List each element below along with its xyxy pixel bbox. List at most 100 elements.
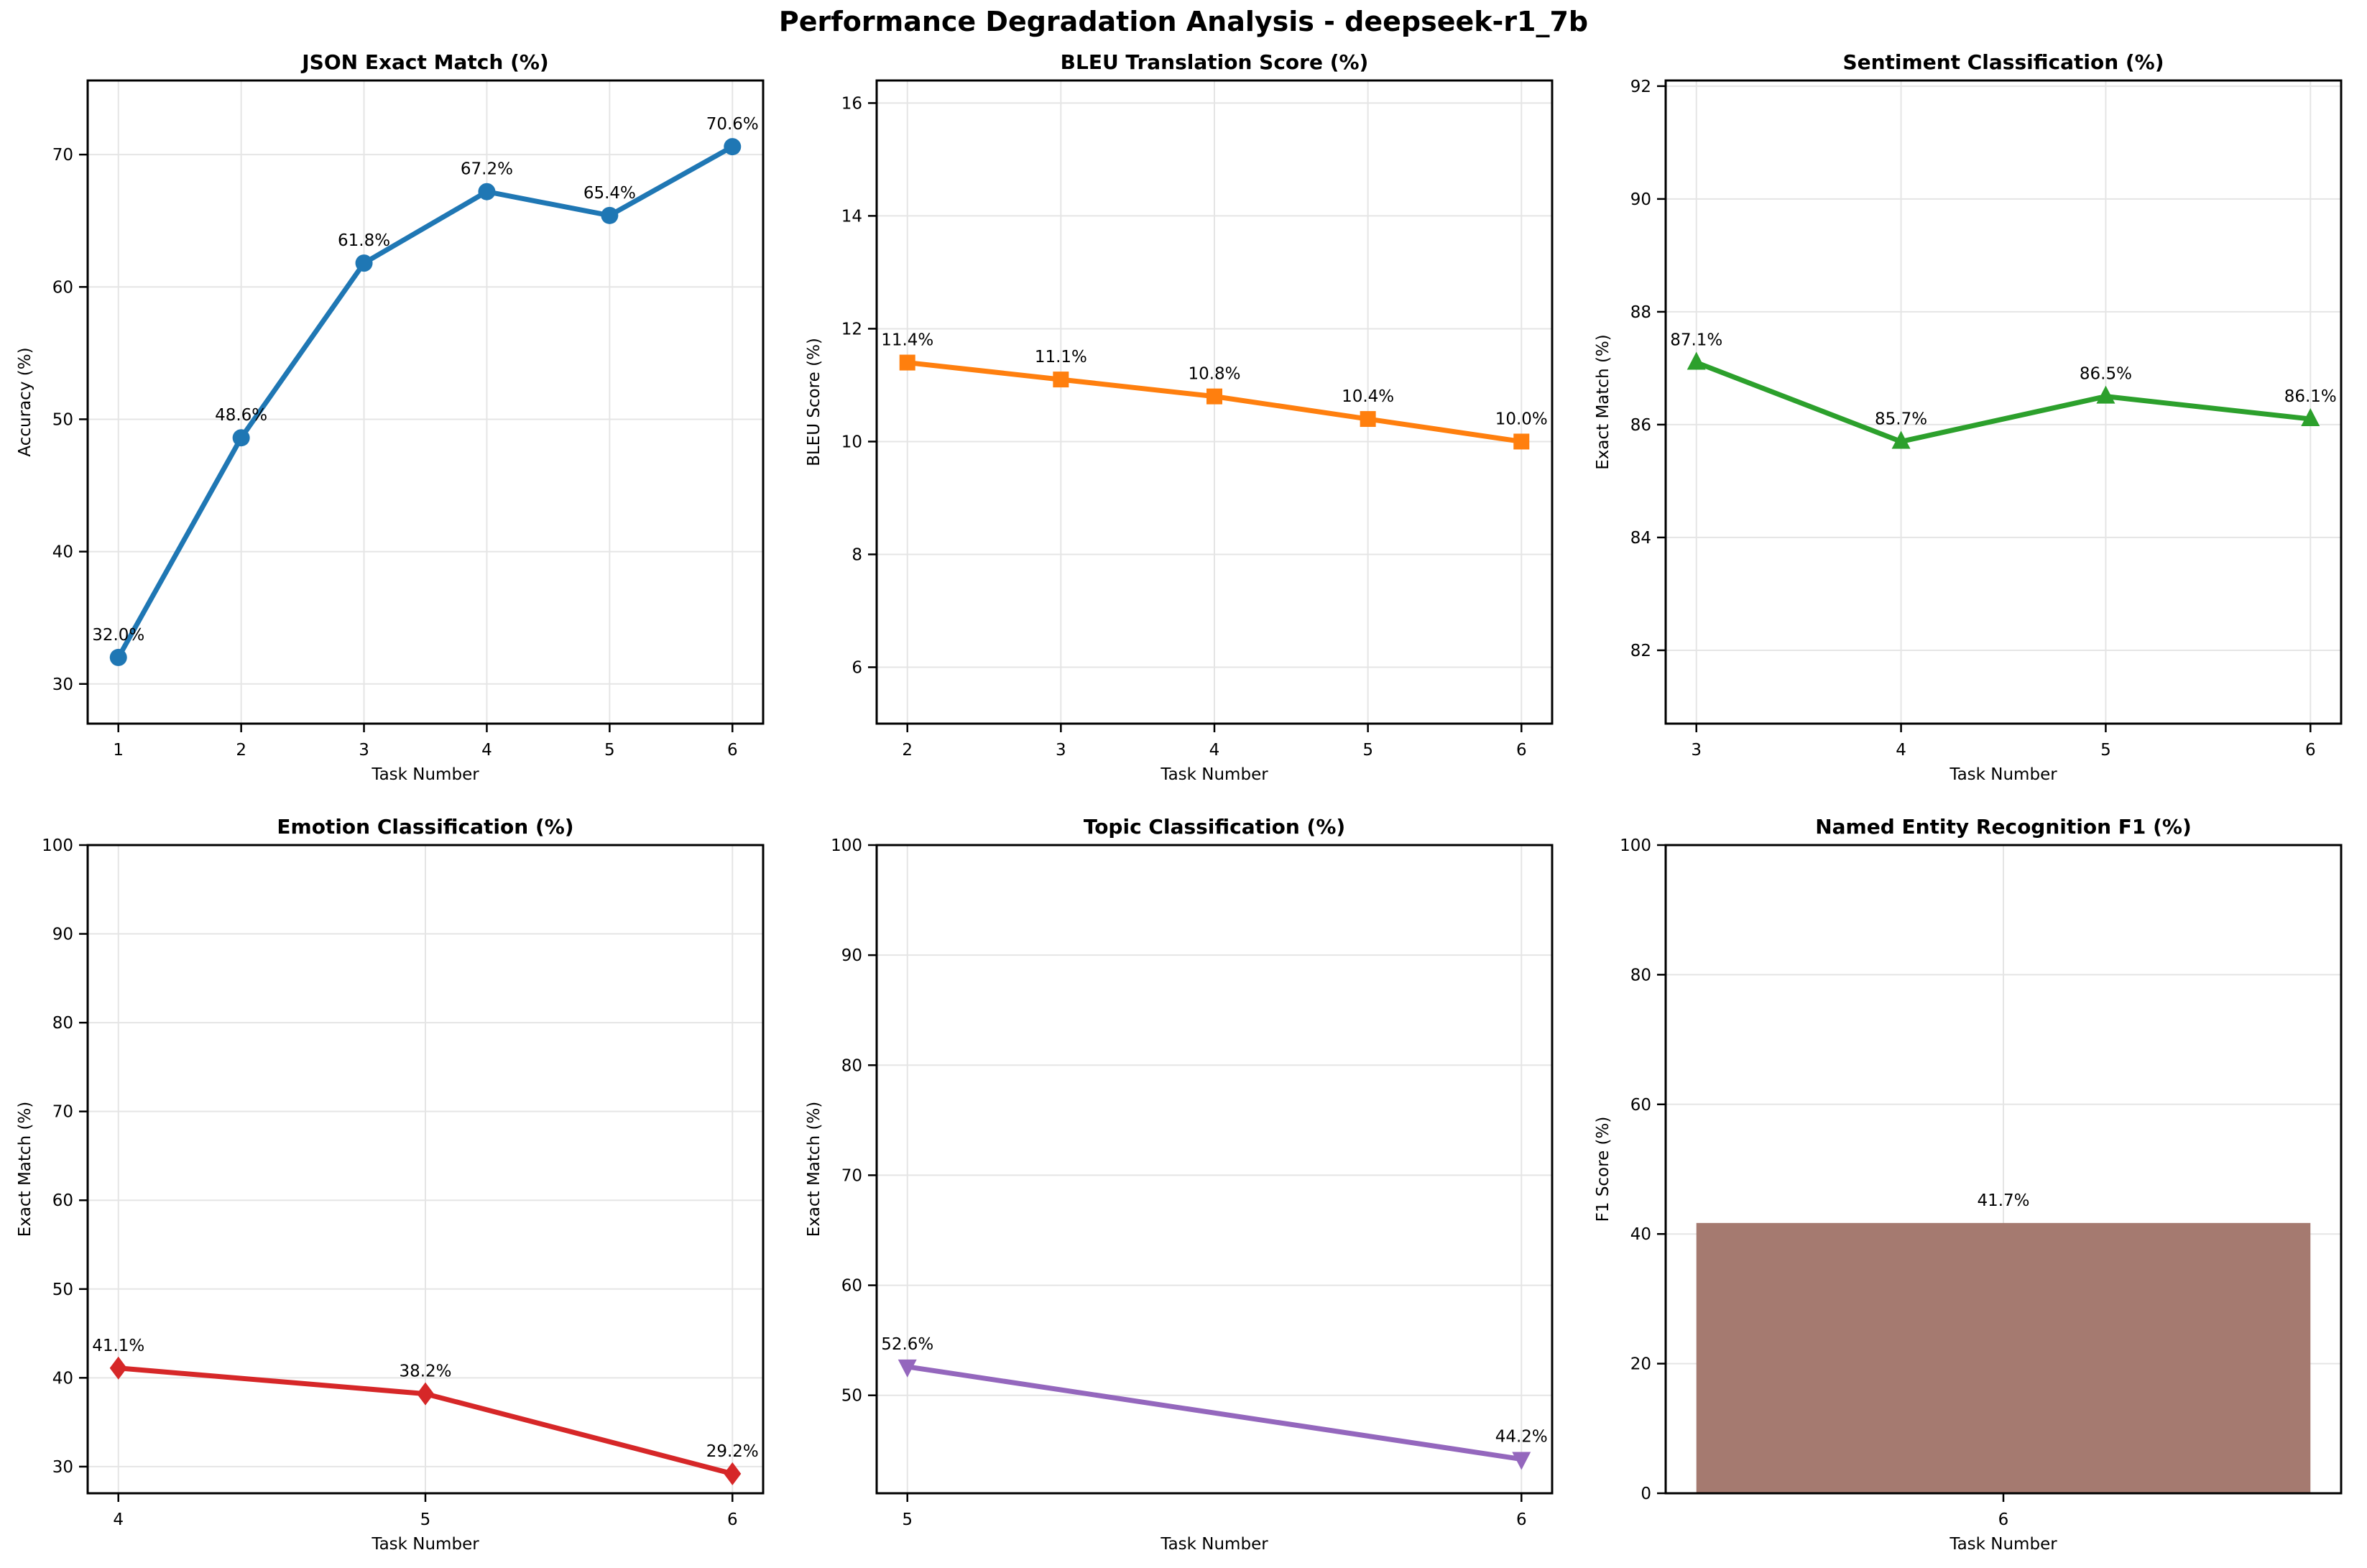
y-tick-label: 90 (52, 926, 73, 944)
x-axis-label: Task Number (1160, 765, 1268, 784)
data-point-marker (2301, 408, 2320, 427)
y-tick-label: 88 (1630, 303, 1651, 322)
x-tick-label: 6 (1998, 1511, 2009, 1529)
data-point-marker (1891, 430, 1911, 449)
x-tick-label: 6 (727, 1511, 738, 1529)
subplot-topic-classification: 5 6 50 60 70 80 90 100 Task Number Exact Match (%… (805, 815, 1554, 1554)
data-point-marker (1206, 388, 1222, 405)
x-tick-label: 6 (2305, 741, 2316, 760)
y-tick-label: 8 (852, 545, 862, 564)
data-point-label: 61.8% (338, 231, 390, 250)
x-tick-label: 6 (727, 741, 738, 760)
data-point-marker (724, 1462, 742, 1485)
y-tick-label: 40 (52, 1369, 73, 1388)
axes-frame (86, 79, 765, 725)
data-point-marker (1687, 351, 1706, 370)
figure-title: Performance Degradation Analysis - deeps… (778, 6, 1589, 37)
data-series-line (116, 144, 735, 660)
subplot-title: JSON Exact Match (%) (300, 50, 548, 74)
subplot-title: BLEU Translation Score (%) (1061, 50, 1369, 74)
x-tick-label: 4 (481, 741, 492, 760)
x-tick-label: 4 (1209, 741, 1220, 760)
y-tick-label: 0 (1641, 1485, 1651, 1503)
data-point-label: 87.1% (1670, 331, 1722, 350)
subplot-sentiment-classification: 3 4 5 6 82 84 86 88 90 92 Task Number Exact Match (… (1594, 50, 2343, 784)
subplot-title: Sentiment Classification (%) (1842, 50, 2164, 74)
y-tick-label: 50 (52, 410, 73, 429)
x-tick-label: 2 (902, 741, 913, 760)
data-point-label: 38.2% (399, 1362, 451, 1381)
y-tick-label: 86 (1630, 416, 1651, 435)
data-point-marker (1513, 433, 1530, 450)
y-tick-label: 60 (52, 1191, 73, 1210)
data-point-marker (601, 206, 619, 224)
data-point-marker (2096, 385, 2115, 404)
data-point-marker (1360, 411, 1376, 428)
y-tick-label: 10 (841, 433, 862, 451)
data-point-label: 41.7% (1977, 1191, 2029, 1210)
x-tick-label: 6 (1516, 741, 1527, 760)
data-point-marker (417, 1382, 434, 1406)
y-tick-label: 30 (52, 1458, 73, 1477)
data-point-label: 44.2% (1495, 1428, 1548, 1447)
y-tick-label: 70 (52, 1103, 73, 1122)
subplot-title: Named Entity Recognition F1 (%) (1815, 815, 2192, 839)
axes-frame (1664, 79, 2343, 725)
y-tick-label: 30 (52, 675, 73, 694)
data-point-marker (1053, 372, 1069, 388)
x-tick-label: 3 (1056, 741, 1066, 760)
data-point-marker (478, 183, 496, 200)
x-tick-label: 2 (236, 741, 246, 760)
y-tick-label: 60 (1630, 1096, 1651, 1115)
data-point-label: 67.2% (461, 160, 513, 179)
subplot-json-exact-match: 1 2 3 4 5 6 30 40 50 60 70 Task Number Accuracy (%) J… (16, 50, 765, 784)
x-tick-label: 3 (359, 741, 369, 760)
y-tick-label: 6 (852, 658, 862, 677)
y-tick-label: 80 (52, 1014, 73, 1033)
y-tick-label: 90 (1630, 190, 1651, 209)
subplot-title: Topic Classification (%) (1084, 815, 1345, 839)
data-point-label: 65.4% (583, 184, 636, 203)
x-tick-label: 4 (113, 1511, 124, 1529)
subplot-emotion-classification: 4 5 6 30 40 50 60 70 80 90 100 Task Number Exact Mat… (16, 815, 765, 1554)
data-point-marker (898, 1359, 917, 1378)
data-point-marker (109, 1356, 127, 1380)
x-tick-label: 4 (1896, 741, 1906, 760)
y-tick-label: 100 (1620, 836, 1651, 855)
data-point-label: 52.6% (881, 1335, 933, 1354)
data-point-label: 10.4% (1342, 387, 1394, 406)
x-tick-label: 5 (420, 1511, 431, 1529)
x-tick-label: 1 (113, 741, 124, 760)
x-axis-label: Task Number (371, 765, 479, 784)
y-axis-label: F1 Score (%) (1594, 1117, 1612, 1222)
x-tick-label: 5 (902, 1511, 913, 1529)
y-tick-label: 100 (831, 836, 862, 855)
x-tick-label: 5 (1362, 741, 1373, 760)
y-tick-label: 90 (841, 946, 862, 965)
y-tick-label: 12 (841, 320, 862, 338)
x-tick-label: 5 (604, 741, 615, 760)
data-point-marker (355, 254, 373, 272)
x-axis-label: Task Number (371, 1535, 479, 1554)
y-tick-label: 50 (841, 1387, 862, 1406)
data-point-label: 41.1% (92, 1337, 144, 1355)
x-axis-label: Task Number (1160, 1535, 1268, 1554)
y-tick-label: 60 (52, 278, 73, 297)
data-point-marker (724, 138, 742, 156)
y-tick-label: 50 (52, 1281, 73, 1299)
x-tick-label: 5 (2100, 741, 2111, 760)
x-tick-label: 6 (1516, 1511, 1527, 1529)
subplot-bleu-translation-score: 2 3 4 5 6 6 8 10 12 14 16 Task Number BLEU Score (%)… (805, 50, 1554, 784)
data-point-marker (109, 648, 127, 666)
y-tick-label: 100 (42, 836, 73, 855)
y-tick-label: 60 (841, 1277, 862, 1296)
y-axis-label: Exact Match (%) (805, 1102, 823, 1237)
data-point-label: 86.1% (2284, 387, 2337, 406)
data-point-label: 11.1% (1035, 348, 1087, 366)
y-tick-label: 14 (841, 207, 862, 226)
y-tick-label: 16 (841, 94, 862, 113)
y-tick-label: 40 (52, 543, 73, 562)
data-point-label: 32.0% (92, 626, 144, 645)
data-series-line (1694, 360, 2313, 444)
